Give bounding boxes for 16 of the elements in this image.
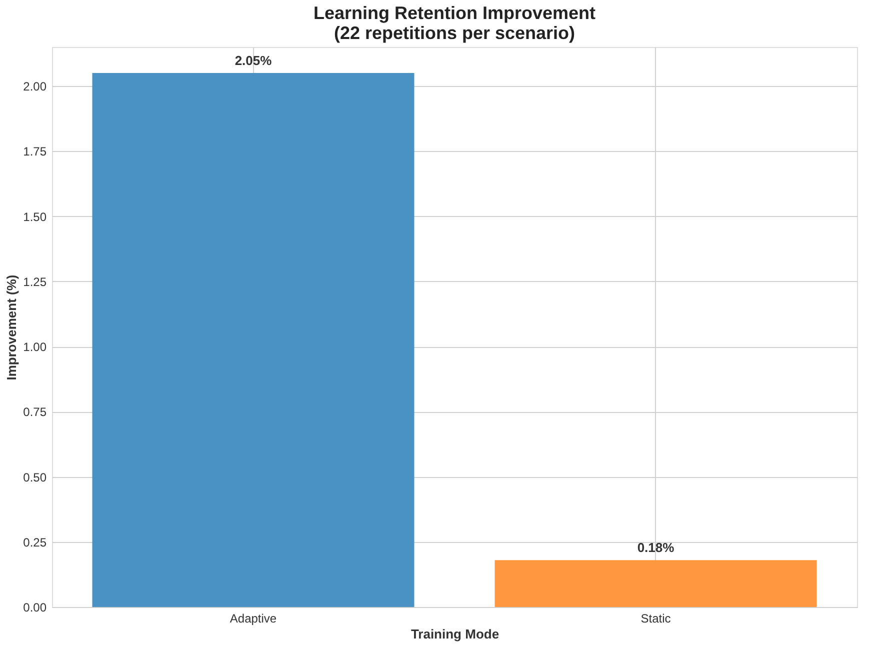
data-label: 0.18% [637,540,675,556]
y-tick-label: 0.75 [23,405,47,420]
y-tick-label: 1.75 [23,144,47,159]
y-tick-label: 0.50 [23,470,47,484]
y-tick-label: 0.25 [23,535,47,550]
y-tick-label: 1.25 [23,274,47,289]
y-tick-label: 0.00 [23,600,47,614]
y-tick-label: 2.00 [23,80,47,94]
chart-title: Learning Retention Improvement (22 repetitions per scenario) [313,3,596,43]
y-axis-title: Improvement (%) [4,274,20,380]
data-label: 2.05% [234,53,272,68]
y-tick-label: 1.50 [23,210,47,224]
x-tick-label: Static [640,612,671,626]
y-tick-label: 1.00 [23,340,47,354]
x-axis-title: Training Mode [410,626,500,642]
x-tick-label: Adaptive [230,612,277,626]
